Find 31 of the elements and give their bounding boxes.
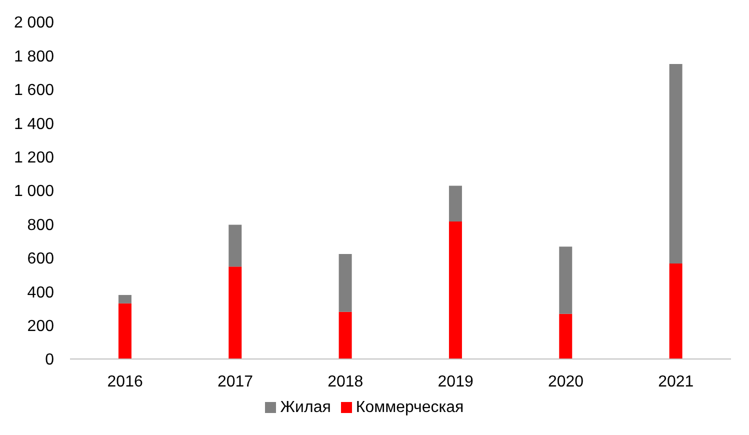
bar [448,222,462,359]
bar [118,294,132,304]
y-tick-label: 800 [27,216,54,234]
y-tick-label: 600 [27,250,54,268]
bar [669,64,682,264]
x-tick-label: 2018 [328,373,364,390]
bar [448,186,462,222]
legend-label: Жилая [280,399,331,416]
y-tick-label: 1 200 [14,149,54,166]
y-tick-label: 200 [27,318,54,335]
bar [338,312,352,359]
legend-label: Коммерческая [356,399,464,416]
y-tick-label: 1 800 [14,48,54,66]
bar [228,224,242,267]
y-tick-label: 400 [27,284,54,302]
y-tick-label: 1 400 [14,116,54,133]
bar [338,254,352,312]
bar [118,303,132,359]
bar [669,263,682,359]
bar [228,266,242,359]
y-tick-label: 2 000 [14,14,54,32]
x-tick-label: 2019 [438,373,474,390]
x-tick-label: 2016 [107,373,143,390]
bar [559,314,572,359]
x-tick-label: 2020 [548,373,584,390]
bar [559,246,572,314]
y-tick-label: 0 [45,352,54,369]
y-tick-label: 1 600 [14,82,54,100]
x-tick-label: 2017 [217,373,254,390]
y-tick-label: 1 000 [14,183,54,200]
x-tick-label: 2021 [658,373,694,390]
